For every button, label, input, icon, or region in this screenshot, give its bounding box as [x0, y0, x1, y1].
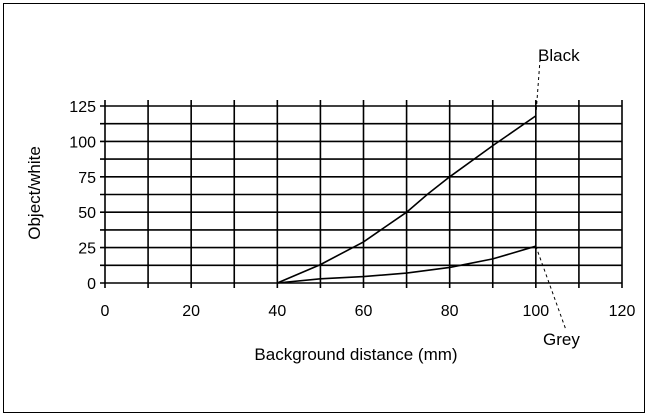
- x-tick-label: 60: [355, 303, 373, 320]
- x-tick-label: 100: [522, 303, 549, 320]
- y-tick-label: 125: [69, 99, 96, 116]
- series-labels: Black Grey: [535, 46, 580, 349]
- y-axis-title: Object/white: [25, 146, 44, 240]
- y-axis-ticks: 0 25 50 75 100 125: [69, 99, 96, 293]
- x-tick-label: 80: [441, 303, 459, 320]
- series-lines: [276, 115, 537, 284]
- grid: [100, 100, 623, 288]
- series-line-black: [276, 115, 537, 284]
- series-line-grey: [277, 245, 537, 284]
- leader-line-grey: [535, 246, 567, 331]
- figure-frame: [3, 3, 645, 413]
- x-tick-label: 120: [609, 303, 636, 320]
- x-tick-label: 40: [268, 303, 286, 320]
- series-label-black: Black: [538, 46, 580, 65]
- y-tick-label: 0: [87, 276, 96, 293]
- series-label-grey: Grey: [543, 330, 580, 349]
- y-tick-label: 50: [78, 205, 96, 222]
- leader-line-black: [535, 59, 541, 116]
- x-tick-label: 20: [182, 303, 200, 320]
- y-tick-label: 75: [78, 170, 96, 187]
- y-tick-label: 100: [69, 134, 96, 151]
- x-axis-title: Background distance (mm): [254, 345, 457, 364]
- x-axis-ticks: 0 20 40 60 80 100 120: [101, 303, 636, 320]
- x-tick-label: 0: [101, 303, 110, 320]
- y-tick-label: 25: [78, 241, 96, 258]
